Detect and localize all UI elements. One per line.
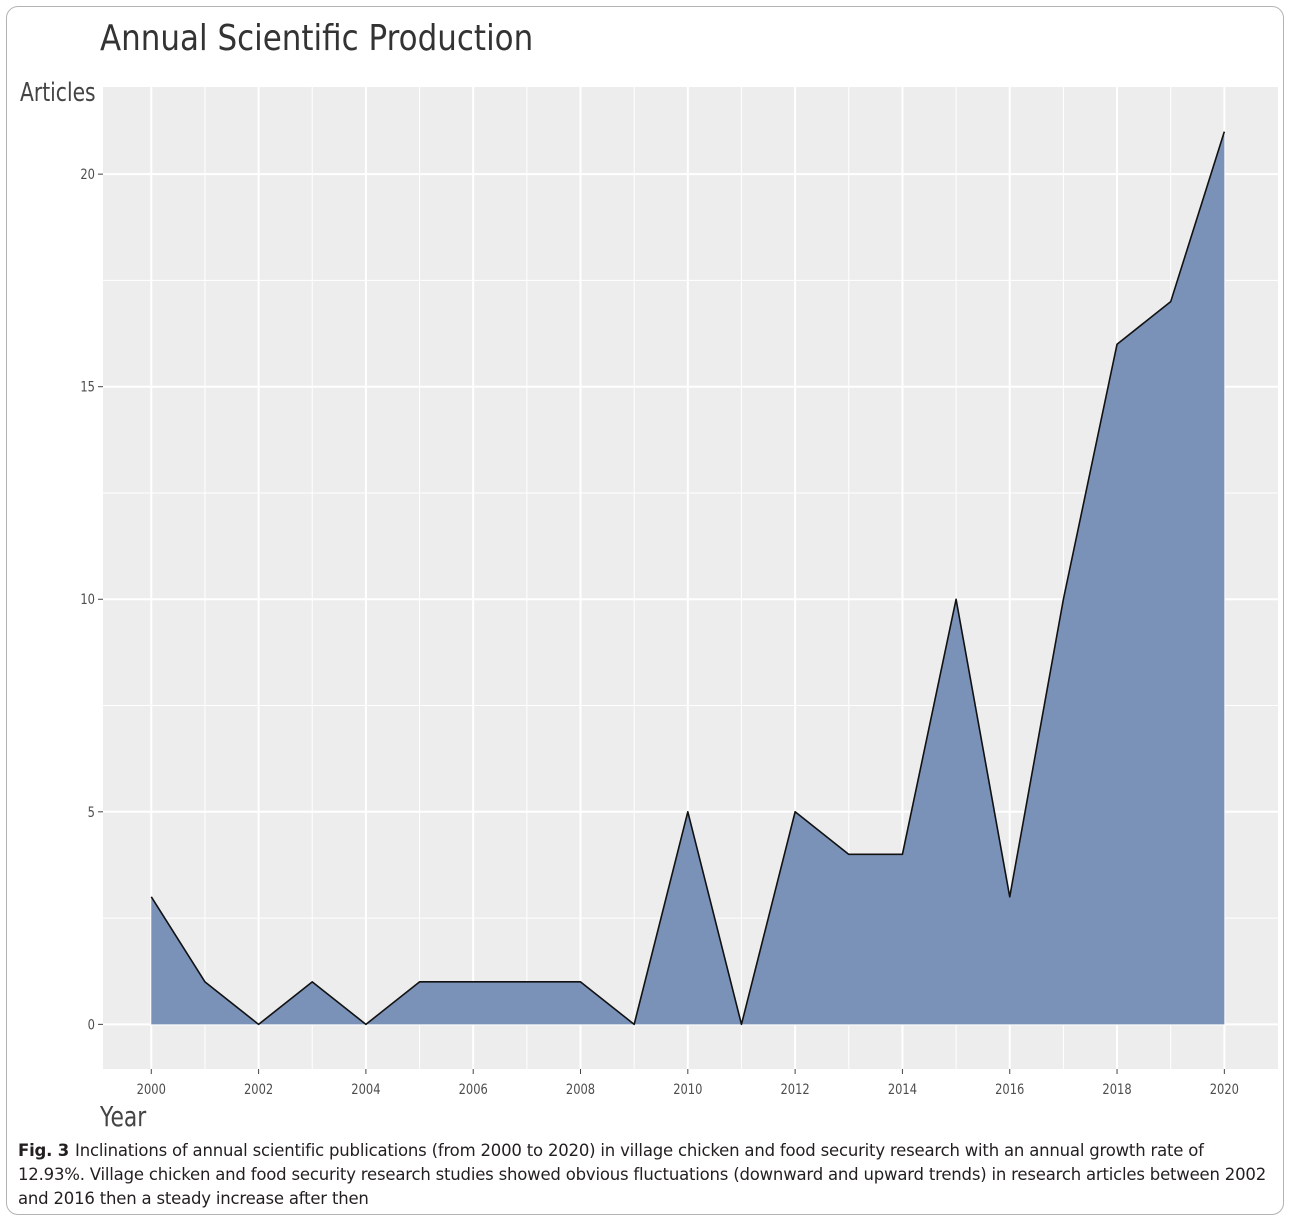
figure-caption: Fig. 3 Inclinations of annual scientific … bbox=[18, 1139, 1272, 1211]
x-tick-label: 2020 bbox=[1210, 1082, 1239, 1098]
series-line bbox=[150, 131, 1226, 1026]
x-axis-title: Year bbox=[100, 1100, 147, 1133]
y-tick-label: 10 bbox=[80, 592, 95, 608]
x-tick-label: 2014 bbox=[888, 1082, 917, 1098]
x-tick-label: 2012 bbox=[781, 1082, 810, 1098]
x-tick-label: 2000 bbox=[137, 1082, 166, 1098]
x-tick-label: 2016 bbox=[995, 1082, 1024, 1098]
x-tick-label: 2002 bbox=[244, 1082, 273, 1098]
chart-title: Annual Scientific Production bbox=[100, 18, 534, 59]
figure-frame bbox=[6, 6, 1284, 1215]
y-tick-label: 0 bbox=[88, 1017, 95, 1033]
x-tick-label: 2008 bbox=[566, 1082, 595, 1098]
x-tick-label: 2018 bbox=[1102, 1082, 1131, 1098]
x-tick-label: 2006 bbox=[459, 1082, 488, 1098]
y-axis-title: Articles bbox=[20, 78, 96, 108]
y-tick-label: 5 bbox=[88, 805, 95, 821]
area-fill bbox=[151, 131, 1225, 1025]
caption-text: Inclinations of annual scientific public… bbox=[18, 1141, 1266, 1208]
y-tick-label: 20 bbox=[80, 167, 95, 183]
y-tick-label: 15 bbox=[80, 380, 95, 396]
x-tick-label: 2004 bbox=[351, 1082, 380, 1098]
caption-label: Fig. 3 bbox=[18, 1141, 70, 1160]
x-tick-label: 2010 bbox=[673, 1082, 702, 1098]
